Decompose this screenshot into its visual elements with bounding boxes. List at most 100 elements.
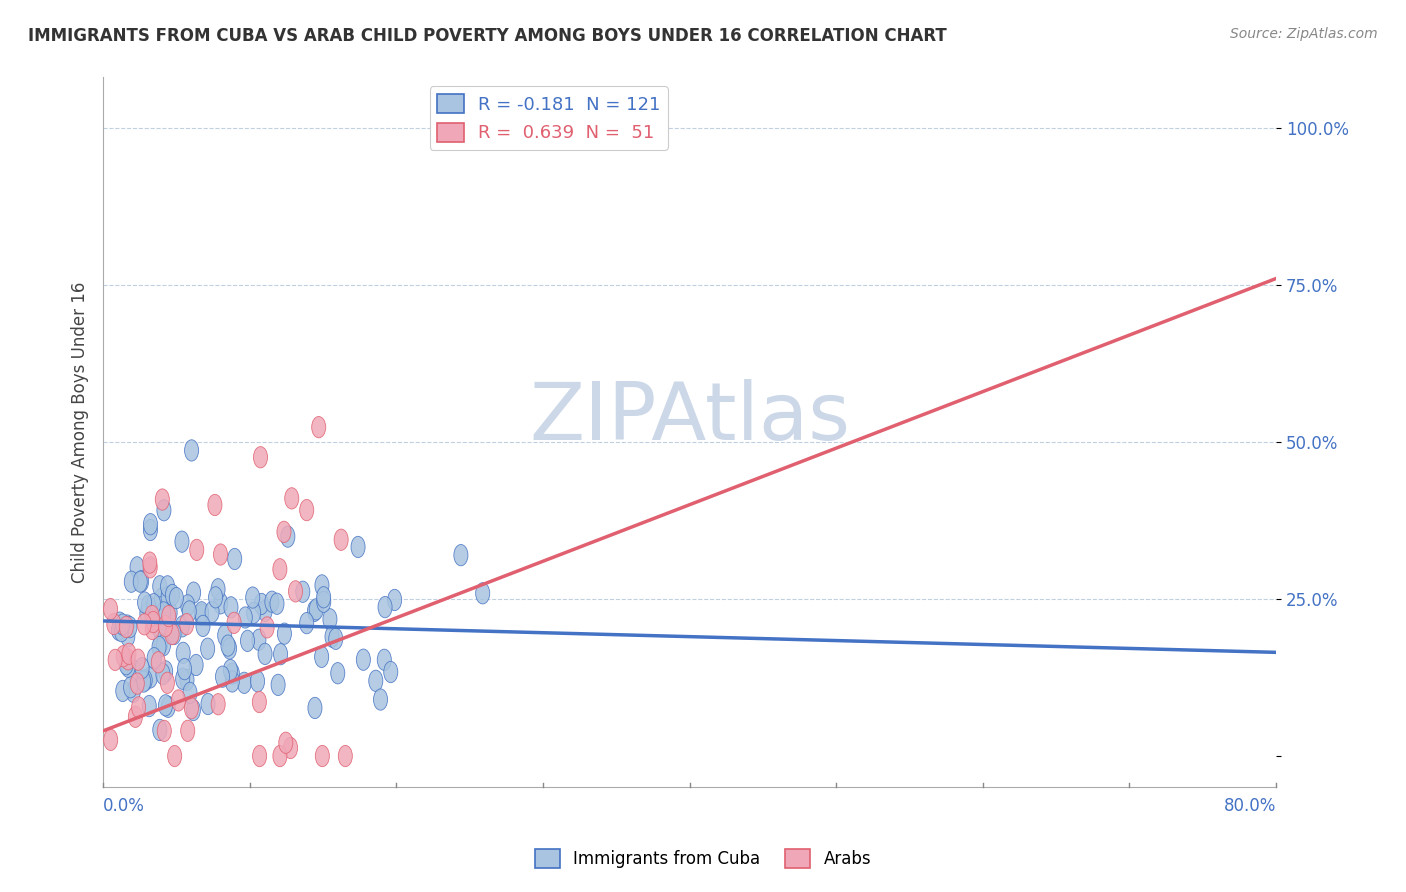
Ellipse shape [214,544,228,566]
Ellipse shape [475,582,489,604]
Ellipse shape [143,514,157,535]
Ellipse shape [288,581,302,602]
Legend: R = -0.181  N = 121, R =  0.639  N =  51: R = -0.181 N = 121, R = 0.639 N = 51 [430,87,668,150]
Ellipse shape [165,624,179,644]
Ellipse shape [374,689,388,710]
Ellipse shape [162,606,176,627]
Ellipse shape [131,649,145,671]
Ellipse shape [139,603,153,624]
Ellipse shape [257,643,273,665]
Ellipse shape [180,595,194,616]
Ellipse shape [121,648,135,670]
Ellipse shape [120,654,134,675]
Ellipse shape [329,628,343,649]
Ellipse shape [135,571,149,592]
Ellipse shape [167,746,181,767]
Ellipse shape [157,720,172,741]
Ellipse shape [114,621,128,642]
Ellipse shape [153,575,167,597]
Ellipse shape [208,587,222,608]
Ellipse shape [384,661,398,682]
Ellipse shape [378,597,392,618]
Ellipse shape [183,601,197,622]
Ellipse shape [120,616,134,638]
Ellipse shape [299,613,314,634]
Ellipse shape [225,663,239,684]
Ellipse shape [127,660,141,681]
Ellipse shape [176,642,190,664]
Ellipse shape [278,732,292,754]
Ellipse shape [190,540,204,560]
Ellipse shape [271,674,285,696]
Ellipse shape [143,519,157,541]
Ellipse shape [165,624,179,645]
Ellipse shape [136,671,150,692]
Ellipse shape [160,673,174,693]
Ellipse shape [316,587,330,608]
Ellipse shape [111,619,125,640]
Ellipse shape [152,636,166,657]
Ellipse shape [252,629,266,650]
Ellipse shape [309,599,323,620]
Ellipse shape [281,526,295,548]
Ellipse shape [225,671,239,692]
Ellipse shape [159,661,173,682]
Ellipse shape [167,624,181,645]
Ellipse shape [145,603,159,624]
Ellipse shape [183,682,197,704]
Ellipse shape [159,615,173,637]
Ellipse shape [152,617,166,639]
Ellipse shape [108,649,122,671]
Ellipse shape [115,681,129,702]
Ellipse shape [454,544,468,566]
Ellipse shape [194,602,208,623]
Ellipse shape [145,606,159,626]
Ellipse shape [117,646,131,667]
Ellipse shape [273,558,287,580]
Ellipse shape [122,643,136,665]
Ellipse shape [226,612,240,633]
Ellipse shape [153,632,167,654]
Ellipse shape [254,593,269,615]
Ellipse shape [270,593,284,615]
Ellipse shape [352,536,366,558]
Ellipse shape [211,694,225,714]
Text: ZIPAtlas: ZIPAtlas [529,379,851,458]
Ellipse shape [143,557,157,578]
Ellipse shape [184,698,198,719]
Ellipse shape [215,666,229,688]
Ellipse shape [181,720,195,741]
Ellipse shape [308,600,322,622]
Ellipse shape [188,655,202,675]
Ellipse shape [174,531,188,552]
Ellipse shape [224,659,238,681]
Ellipse shape [121,625,135,647]
Ellipse shape [163,602,177,624]
Ellipse shape [166,584,180,606]
Ellipse shape [138,670,152,691]
Ellipse shape [388,590,402,611]
Ellipse shape [156,602,170,624]
Ellipse shape [112,612,127,633]
Ellipse shape [238,607,252,628]
Ellipse shape [148,648,162,669]
Ellipse shape [335,529,349,550]
Ellipse shape [180,614,194,635]
Ellipse shape [162,696,176,717]
Ellipse shape [131,673,145,694]
Ellipse shape [299,500,314,521]
Ellipse shape [115,614,129,635]
Ellipse shape [325,626,339,648]
Ellipse shape [205,601,219,623]
Ellipse shape [187,699,201,721]
Ellipse shape [339,746,353,767]
Ellipse shape [316,591,330,613]
Ellipse shape [138,614,152,635]
Ellipse shape [356,649,370,671]
Ellipse shape [377,649,391,671]
Ellipse shape [246,602,260,624]
Ellipse shape [121,657,135,677]
Ellipse shape [172,690,186,711]
Ellipse shape [274,643,288,665]
Ellipse shape [138,591,152,613]
